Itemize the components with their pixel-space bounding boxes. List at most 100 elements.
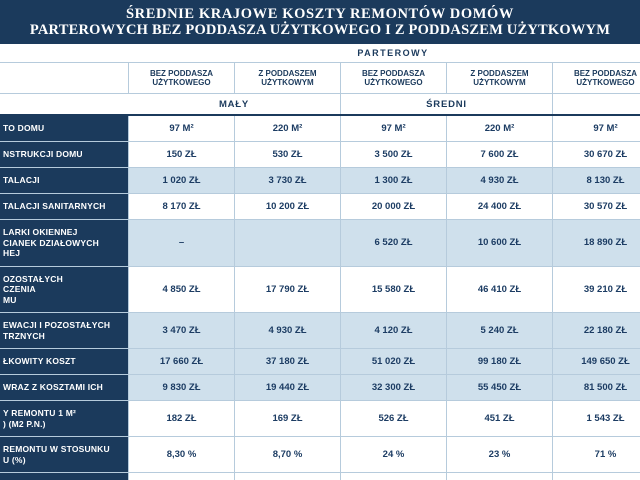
table-row: TALACJI SANITARNYCH 8 170 ZŁ 10 200 ZŁ 20 0… bbox=[0, 193, 640, 219]
cost-table: PARTEROWY BEZ PODDASZA UŻYTKOWEGO Z PODD… bbox=[0, 44, 640, 480]
table-row-partial bbox=[0, 472, 640, 480]
data-cell: 451 ZŁ bbox=[446, 401, 552, 436]
data-cell: 24 400 ZŁ bbox=[446, 194, 552, 219]
data-cell: 4 850 ZŁ bbox=[128, 266, 234, 312]
corner-spacer bbox=[0, 63, 128, 93]
data-cell bbox=[446, 473, 552, 480]
data-cell: 4 120 ZŁ bbox=[340, 313, 446, 348]
data-cell bbox=[340, 473, 446, 480]
row-label: TO DOMU bbox=[0, 116, 128, 141]
data-cell: 526 ZŁ bbox=[340, 401, 446, 436]
data-cell: 3 470 ZŁ bbox=[128, 313, 234, 348]
data-cell: 30 670 ZŁ bbox=[552, 142, 640, 167]
title-line-2: PARTEROWYCH BEZ PODDASZA UŻYTKOWEGO I Z … bbox=[29, 22, 611, 38]
table-row: WRAZ Z KOSZTAMI ICH 9 830 ZŁ 19 440 ZŁ 32 3… bbox=[0, 374, 640, 400]
corner-spacer bbox=[0, 44, 128, 62]
table-row: TALACJI 1 020 ZŁ 3 730 ZŁ 1 300 ZŁ 4 930 ZŁ 8… bbox=[0, 167, 640, 193]
data-cell bbox=[552, 473, 640, 480]
column-header: Z PODDASZEM UŻYTKOWYM bbox=[446, 63, 552, 93]
data-cell: 71 % bbox=[552, 437, 640, 472]
table-row: OZOSTAŁYCH CZENIA MU 4 850 ZŁ 17 790 ZŁ 15 58… bbox=[0, 265, 640, 312]
row-label: LARKI OKIENNEJ CIANEK DZIAŁOWYCH HEJ bbox=[0, 220, 128, 266]
size-header-maly: MAŁY bbox=[218, 98, 250, 110]
data-cell: 23 % bbox=[446, 437, 552, 472]
row-label: OZOSTAŁYCH CZENIA MU bbox=[0, 266, 128, 312]
data-cell: 30 570 ZŁ bbox=[552, 194, 640, 219]
data-cell: 182 ZŁ bbox=[128, 401, 234, 436]
corner-spacer bbox=[0, 94, 128, 114]
data-cell: 17 790 ZŁ bbox=[234, 266, 340, 312]
row-label: TALACJI bbox=[0, 168, 128, 193]
data-cell: 8,30 % bbox=[128, 437, 234, 472]
data-cell: 37 180 ZŁ bbox=[234, 349, 340, 374]
data-cell: 8 170 ZŁ bbox=[128, 194, 234, 219]
data-cell: 19 440 ZŁ bbox=[234, 375, 340, 400]
data-cell bbox=[234, 473, 340, 480]
table-row: ŁKOWITY KOSZT 17 660 ZŁ 37 180 ZŁ 51 020 ZŁ… bbox=[0, 348, 640, 374]
data-cell: 81 500 ZŁ bbox=[552, 375, 640, 400]
data-cell: 99 180 ZŁ bbox=[446, 349, 552, 374]
data-cell: 17 660 ZŁ bbox=[128, 349, 234, 374]
data-cell: 8,70 % bbox=[234, 437, 340, 472]
data-cell: 15 580 ZŁ bbox=[340, 266, 446, 312]
data-cell: 20 000 ZŁ bbox=[340, 194, 446, 219]
column-header: BEZ PODDASZA UŻYTKOWEGO bbox=[128, 63, 234, 93]
data-cell: 18 890 ZŁ bbox=[552, 220, 640, 266]
data-cell bbox=[234, 220, 340, 266]
column-header: BEZ PODDASZA UŻYTKOWEGO bbox=[340, 63, 446, 93]
table-size-header-row: MAŁY ŚREDNI bbox=[0, 93, 640, 116]
data-cell: 97 M² bbox=[128, 116, 234, 141]
column-header: Z PODDASZEM UŻYTKOWYM bbox=[234, 63, 340, 93]
size-header-blank bbox=[552, 94, 640, 114]
data-cell: 22 180 ZŁ bbox=[552, 313, 640, 348]
data-cell: 10 200 ZŁ bbox=[234, 194, 340, 219]
table-row: Y REMONTU 1 M²) (M2 P.N.) 182 ZŁ 169 ZŁ 526… bbox=[0, 400, 640, 436]
data-cell: 4 930 ZŁ bbox=[234, 313, 340, 348]
title-bar: ŚREDNIE KRAJOWE KOSZTY REMONTÓW DOMÓW PA… bbox=[0, 0, 640, 44]
data-cell: 39 210 ZŁ bbox=[552, 266, 640, 312]
data-cell: 4 930 ZŁ bbox=[446, 168, 552, 193]
data-cell: 5 240 ZŁ bbox=[446, 313, 552, 348]
row-label: ŁKOWITY KOSZT bbox=[0, 349, 128, 374]
data-cell: 6 520 ZŁ bbox=[340, 220, 446, 266]
data-cell: 97 M² bbox=[552, 116, 640, 141]
data-cell: 46 410 ZŁ bbox=[446, 266, 552, 312]
data-cell: 24 % bbox=[340, 437, 446, 472]
size-header-sredni: ŚREDNI bbox=[340, 94, 552, 114]
column-header: BEZ PODDASZA UŻYTKOWEGO bbox=[552, 63, 640, 93]
data-cell: 97 M² bbox=[340, 116, 446, 141]
row-label: REMONTU W STOSUNKU U (%) bbox=[0, 437, 128, 472]
data-cell: 1 300 ZŁ bbox=[340, 168, 446, 193]
row-label bbox=[0, 473, 128, 480]
data-cell: 3 730 ZŁ bbox=[234, 168, 340, 193]
data-cell: 8 130 ZŁ bbox=[552, 168, 640, 193]
data-cell: 55 450 ZŁ bbox=[446, 375, 552, 400]
table-row: TO DOMU 97 M² 220 M² 97 M² 220 M² 97 M² bbox=[0, 116, 640, 141]
table-row: NSTRUKCJI DOMU 150 ZŁ 530 ZŁ 3 500 ZŁ 7 600 … bbox=[0, 141, 640, 167]
data-cell: 530 ZŁ bbox=[234, 142, 340, 167]
row-label: NSTRUKCJI DOMU bbox=[0, 142, 128, 167]
row-label: Y REMONTU 1 M²) (M2 P.N.) bbox=[0, 401, 128, 436]
row-label: TALACJI SANITARNYCH bbox=[0, 194, 128, 219]
table-row: LARKI OKIENNEJ CIANEK DZIAŁOWYCH HEJ – 6 520… bbox=[0, 219, 640, 266]
data-cell: 1 543 ZŁ bbox=[552, 401, 640, 436]
table-body: TO DOMU 97 M² 220 M² 97 M² 220 M² 97 M² NSTRUK… bbox=[0, 116, 640, 472]
data-cell bbox=[128, 473, 234, 480]
data-cell: 169 ZŁ bbox=[234, 401, 340, 436]
table-row: EWACJI I POZOSTAŁYCH TRZNYCH 3 470 ZŁ 4 930… bbox=[0, 312, 640, 348]
table-row: REMONTU W STOSUNKU U (%) 8,30 % 8,70 % 24 % 2… bbox=[0, 436, 640, 472]
data-cell: 10 600 ZŁ bbox=[446, 220, 552, 266]
data-cell: 220 M² bbox=[234, 116, 340, 141]
row-label: EWACJI I POZOSTAŁYCH TRZNYCH bbox=[0, 313, 128, 348]
data-cell: – bbox=[128, 220, 234, 266]
data-cell: 149 650 ZŁ bbox=[552, 349, 640, 374]
title-line-1: ŚREDNIE KRAJOWE KOSZTY REMONTÓW DOMÓW bbox=[126, 6, 514, 22]
data-cell: 150 ZŁ bbox=[128, 142, 234, 167]
data-cell: 32 300 ZŁ bbox=[340, 375, 446, 400]
row-label: WRAZ Z KOSZTAMI ICH bbox=[0, 375, 128, 400]
group-header-parterowy: PARTEROWY bbox=[357, 48, 429, 58]
data-cell: 220 M² bbox=[446, 116, 552, 141]
data-cell: 1 020 ZŁ bbox=[128, 168, 234, 193]
table-column-header-row: BEZ PODDASZA UŻYTKOWEGO Z PODDASZEM UŻYT… bbox=[0, 63, 640, 93]
